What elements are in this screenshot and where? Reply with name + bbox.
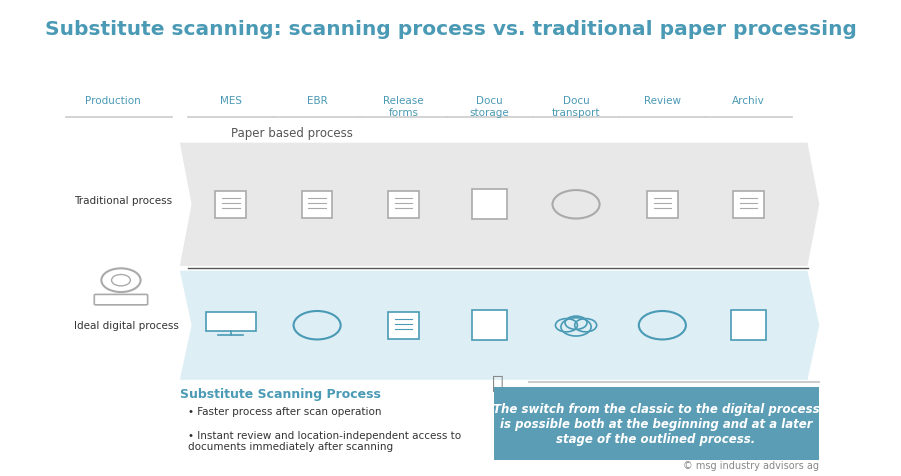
Text: Ideal digital process: Ideal digital process <box>74 320 178 330</box>
FancyBboxPatch shape <box>472 310 507 341</box>
FancyBboxPatch shape <box>647 192 678 218</box>
Text: Review: Review <box>644 96 681 106</box>
FancyBboxPatch shape <box>205 312 256 332</box>
Text: • Faster process after scan operation: • Faster process after scan operation <box>187 406 381 416</box>
Text: Production: Production <box>86 96 141 106</box>
FancyBboxPatch shape <box>731 310 766 341</box>
FancyBboxPatch shape <box>472 190 507 220</box>
Text: Paper based process: Paper based process <box>231 127 352 140</box>
FancyBboxPatch shape <box>733 192 764 218</box>
Text: • Instant review and location-independent access to
documents immediately after : • Instant review and location-independen… <box>187 430 460 451</box>
Text: MES: MES <box>220 96 241 106</box>
Text: ⏱: ⏱ <box>492 373 504 392</box>
FancyBboxPatch shape <box>494 387 819 460</box>
Text: Substitute Scanning Process: Substitute Scanning Process <box>180 387 381 400</box>
FancyBboxPatch shape <box>388 312 419 339</box>
Text: The switch from the classic to the digital process
is possible both at the begin: The switch from the classic to the digit… <box>493 402 819 445</box>
Text: Archiv: Archiv <box>733 96 765 106</box>
FancyBboxPatch shape <box>388 192 419 218</box>
Text: Docu
storage: Docu storage <box>469 96 510 118</box>
Text: Docu
transport: Docu transport <box>551 96 600 118</box>
Polygon shape <box>180 271 819 380</box>
Text: Release
forms: Release forms <box>383 96 423 118</box>
Text: EBR: EBR <box>306 96 327 106</box>
Text: Traditional process: Traditional process <box>74 195 172 205</box>
FancyBboxPatch shape <box>215 192 246 218</box>
Polygon shape <box>180 143 819 267</box>
Text: © msg industry advisors ag: © msg industry advisors ag <box>683 460 819 470</box>
FancyBboxPatch shape <box>302 192 332 218</box>
Text: Substitute scanning: scanning process vs. traditional paper processing: Substitute scanning: scanning process vs… <box>44 20 857 40</box>
